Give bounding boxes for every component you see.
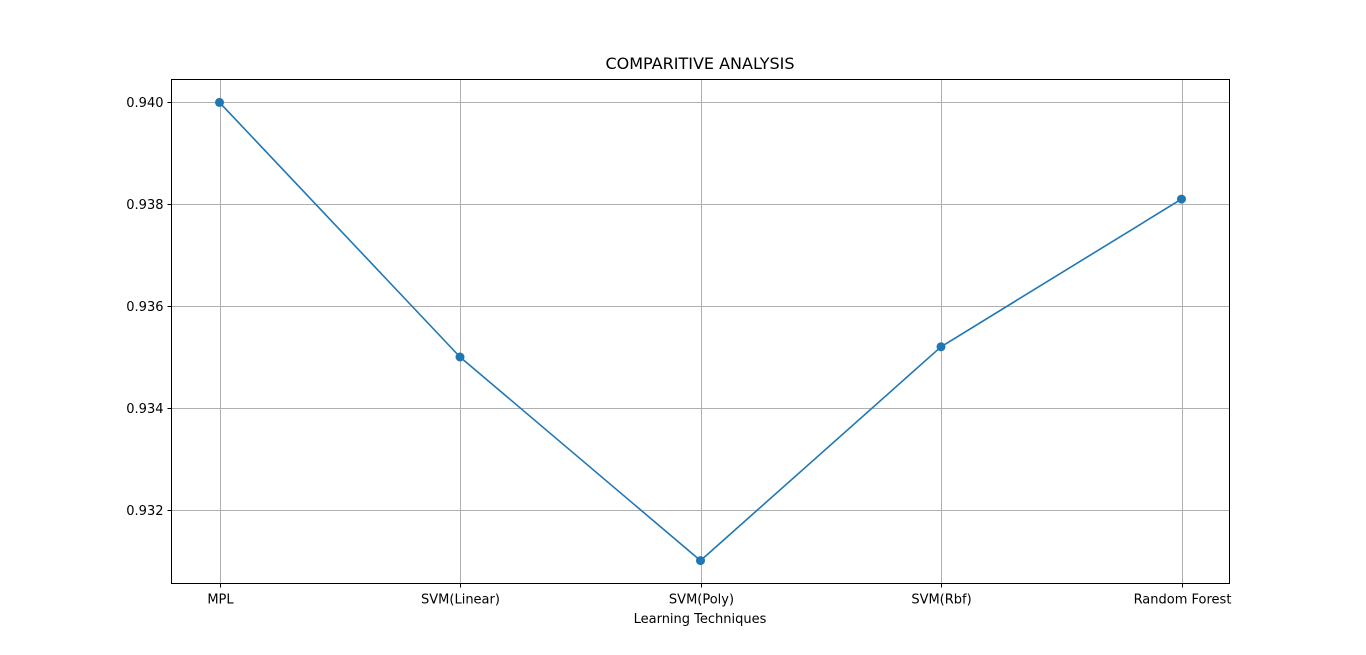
x-tick-label: SVM(Rbf) [911, 593, 971, 608]
data-point [1177, 194, 1186, 204]
y-tick-label: 0.932 [126, 504, 163, 519]
y-tick-label: 0.934 [126, 402, 163, 417]
plot-area-frame [171, 79, 1230, 584]
series-line [218, 101, 1182, 562]
chart-title: COMPARITIVE ANALYSIS [605, 54, 794, 73]
series-layer [215, 97, 1186, 566]
data-point [936, 342, 946, 352]
data-point [215, 97, 224, 107]
data-point [455, 352, 465, 362]
x-axis-label: Learning Techniques [634, 612, 767, 627]
y-tick-label: 0.936 [126, 300, 163, 315]
x-tick-label: MPL [207, 593, 234, 608]
x-axis: MPL SVM(Linear) SVM(Poly) SVM(Rbf) Random Fo… [207, 583, 1232, 608]
y-tick-label: 0.940 [126, 96, 163, 111]
x-tick-label: SVM(Linear) [421, 593, 500, 608]
y-tick-label: 0.938 [126, 198, 163, 213]
x-tick-label: Random Forest [1134, 593, 1232, 608]
grid-lines [171, 79, 1230, 584]
y-axis: 0.932 0.934 0.936 0.938 0.940 [126, 96, 172, 519]
x-tick-label: SVM(Poly) [669, 593, 734, 608]
data-point [696, 556, 705, 566]
